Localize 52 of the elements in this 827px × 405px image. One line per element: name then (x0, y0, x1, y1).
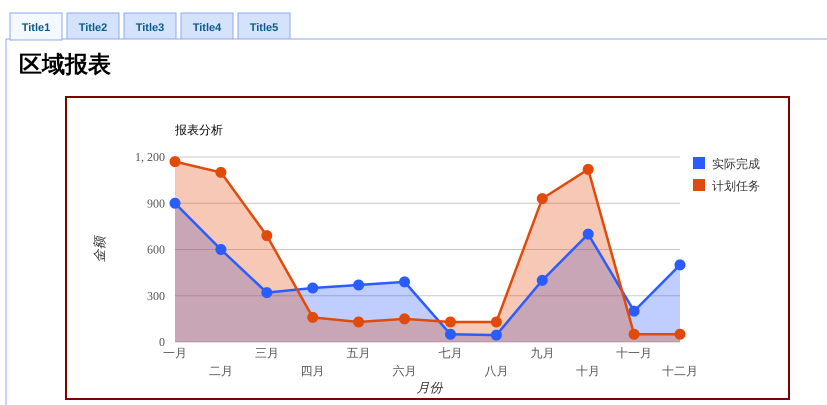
text: Title4 (192, 22, 222, 34)
x-tick-label: 十二月 (662, 364, 698, 378)
y-tick-label: 0 (159, 335, 165, 349)
point (536, 193, 548, 204)
point (490, 330, 502, 341)
point (215, 244, 226, 255)
point (307, 282, 318, 294)
chart-title: 区域报表 (19, 52, 111, 77)
point (353, 279, 364, 290)
x-tick-label: 一月 (163, 346, 187, 360)
x-tick-label: 三月 (254, 346, 279, 360)
point (444, 316, 456, 328)
point (582, 228, 594, 240)
point (215, 166, 226, 178)
text: Title2 (78, 22, 108, 34)
point (674, 328, 686, 340)
x-tick-label: 八月 (484, 364, 508, 378)
x-tick-label: 四月 (300, 364, 325, 378)
y-tick-label: 900 (147, 196, 165, 210)
point (582, 164, 594, 175)
point (674, 259, 686, 270)
x-tick-label: 九月 (530, 346, 554, 360)
point (399, 276, 410, 288)
point (628, 328, 640, 340)
x-tick-label: 十月 (576, 364, 600, 378)
y-tick-label: 600 (147, 242, 165, 256)
x-tick-label: 七月 (438, 346, 462, 360)
point (444, 328, 456, 340)
y-tick-label: 300 (147, 288, 165, 303)
text: Title3 (136, 22, 164, 34)
text: Title1 (22, 22, 50, 34)
text: Title5 (250, 22, 278, 34)
x-tick-label: 五月 (346, 346, 371, 360)
legend-label: 计划任务 (712, 179, 760, 193)
y-tick-label: 1, 200 (135, 150, 165, 164)
point (261, 287, 272, 298)
point (261, 230, 272, 242)
point (170, 198, 180, 209)
point (490, 316, 502, 328)
point (628, 306, 640, 317)
x-axis-title: 月份 (416, 380, 444, 395)
point (307, 312, 318, 323)
point (353, 316, 364, 328)
point (170, 156, 180, 168)
x-tick-label: 十一月 (616, 346, 652, 360)
chart-subtitle: 报表分析 (174, 123, 223, 137)
point (536, 274, 548, 286)
x-tick-label: 二月 (208, 364, 233, 378)
y-axis-title: 金额 (92, 234, 107, 262)
x-tick-label: 六月 (392, 364, 417, 378)
legend-label: 实际完成 (712, 157, 760, 171)
point (399, 313, 410, 324)
